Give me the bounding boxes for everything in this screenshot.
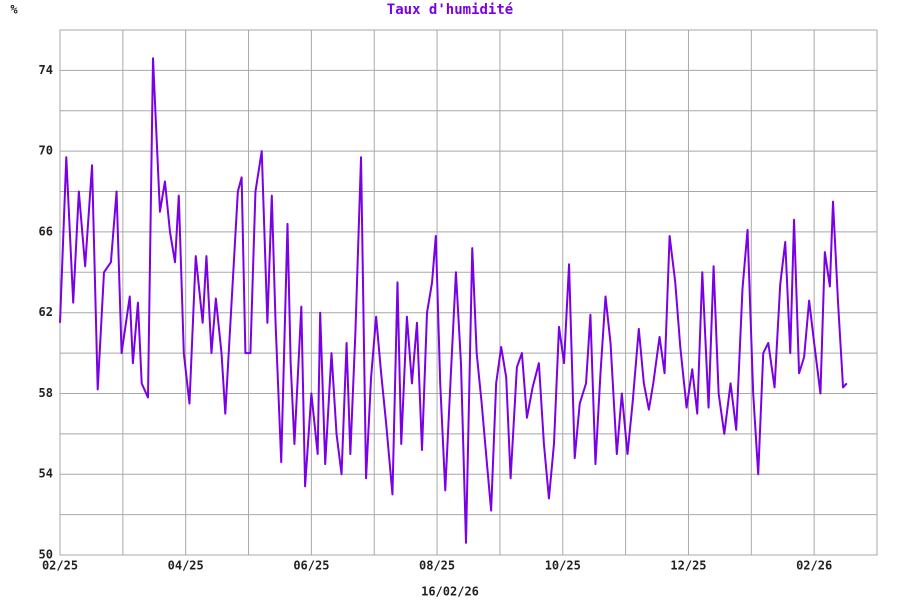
- y-tick-label: 62: [39, 305, 53, 319]
- y-tick-label: 58: [39, 386, 53, 400]
- y-tick-label: 74: [39, 63, 53, 77]
- x-tick-label: 12/25: [670, 559, 706, 573]
- chart-title: Taux d'humidité: [387, 2, 513, 18]
- y-tick-label: 70: [39, 144, 53, 158]
- x-tick-label: 02/26: [796, 559, 832, 573]
- y-tick-label: 54: [39, 467, 53, 481]
- x-tick-label: 08/25: [419, 559, 455, 573]
- x-tick-label: 02/25: [42, 559, 78, 573]
- y-tick-label: 50: [39, 548, 53, 562]
- humidity-line: [59, 57, 848, 544]
- y-tick-label: 66: [39, 224, 53, 238]
- x-tick-label: 10/25: [545, 559, 581, 573]
- x-tick-label: 06/25: [293, 559, 329, 573]
- x-tick-label: 04/25: [168, 559, 204, 573]
- x-axis-label: 16/02/26: [421, 585, 479, 599]
- y-axis-unit: %: [10, 3, 18, 17]
